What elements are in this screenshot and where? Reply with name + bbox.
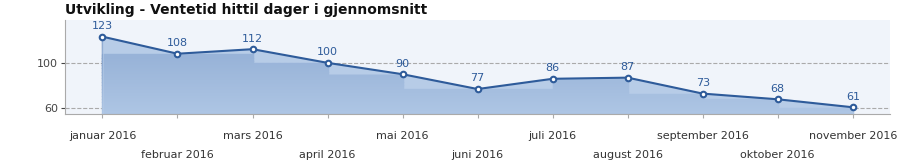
- Text: august 2016: august 2016: [593, 150, 663, 160]
- Text: 100: 100: [317, 47, 338, 57]
- Text: mars 2016: mars 2016: [223, 131, 282, 141]
- Text: 90: 90: [395, 59, 410, 69]
- Text: 73: 73: [695, 78, 710, 88]
- Text: 61: 61: [846, 92, 860, 102]
- Text: april 2016: april 2016: [299, 150, 355, 160]
- Text: januar 2016: januar 2016: [69, 131, 136, 141]
- Text: 68: 68: [770, 84, 785, 94]
- Text: september 2016: september 2016: [657, 131, 749, 141]
- Text: 77: 77: [471, 74, 484, 83]
- Text: mai 2016: mai 2016: [376, 131, 428, 141]
- Text: Utvikling - Ventetid hittil dager i gjennomsnitt: Utvikling - Ventetid hittil dager i gjen…: [65, 3, 428, 17]
- Text: juni 2016: juni 2016: [452, 150, 503, 160]
- Text: juli 2016: juli 2016: [529, 131, 576, 141]
- Text: 86: 86: [546, 63, 560, 73]
- Text: 108: 108: [167, 38, 188, 48]
- Text: oktober 2016: oktober 2016: [741, 150, 815, 160]
- Text: 87: 87: [621, 62, 635, 72]
- Text: 112: 112: [242, 34, 263, 44]
- Text: 123: 123: [92, 21, 113, 31]
- Text: november 2016: november 2016: [808, 131, 897, 141]
- Text: februar 2016: februar 2016: [141, 150, 214, 160]
